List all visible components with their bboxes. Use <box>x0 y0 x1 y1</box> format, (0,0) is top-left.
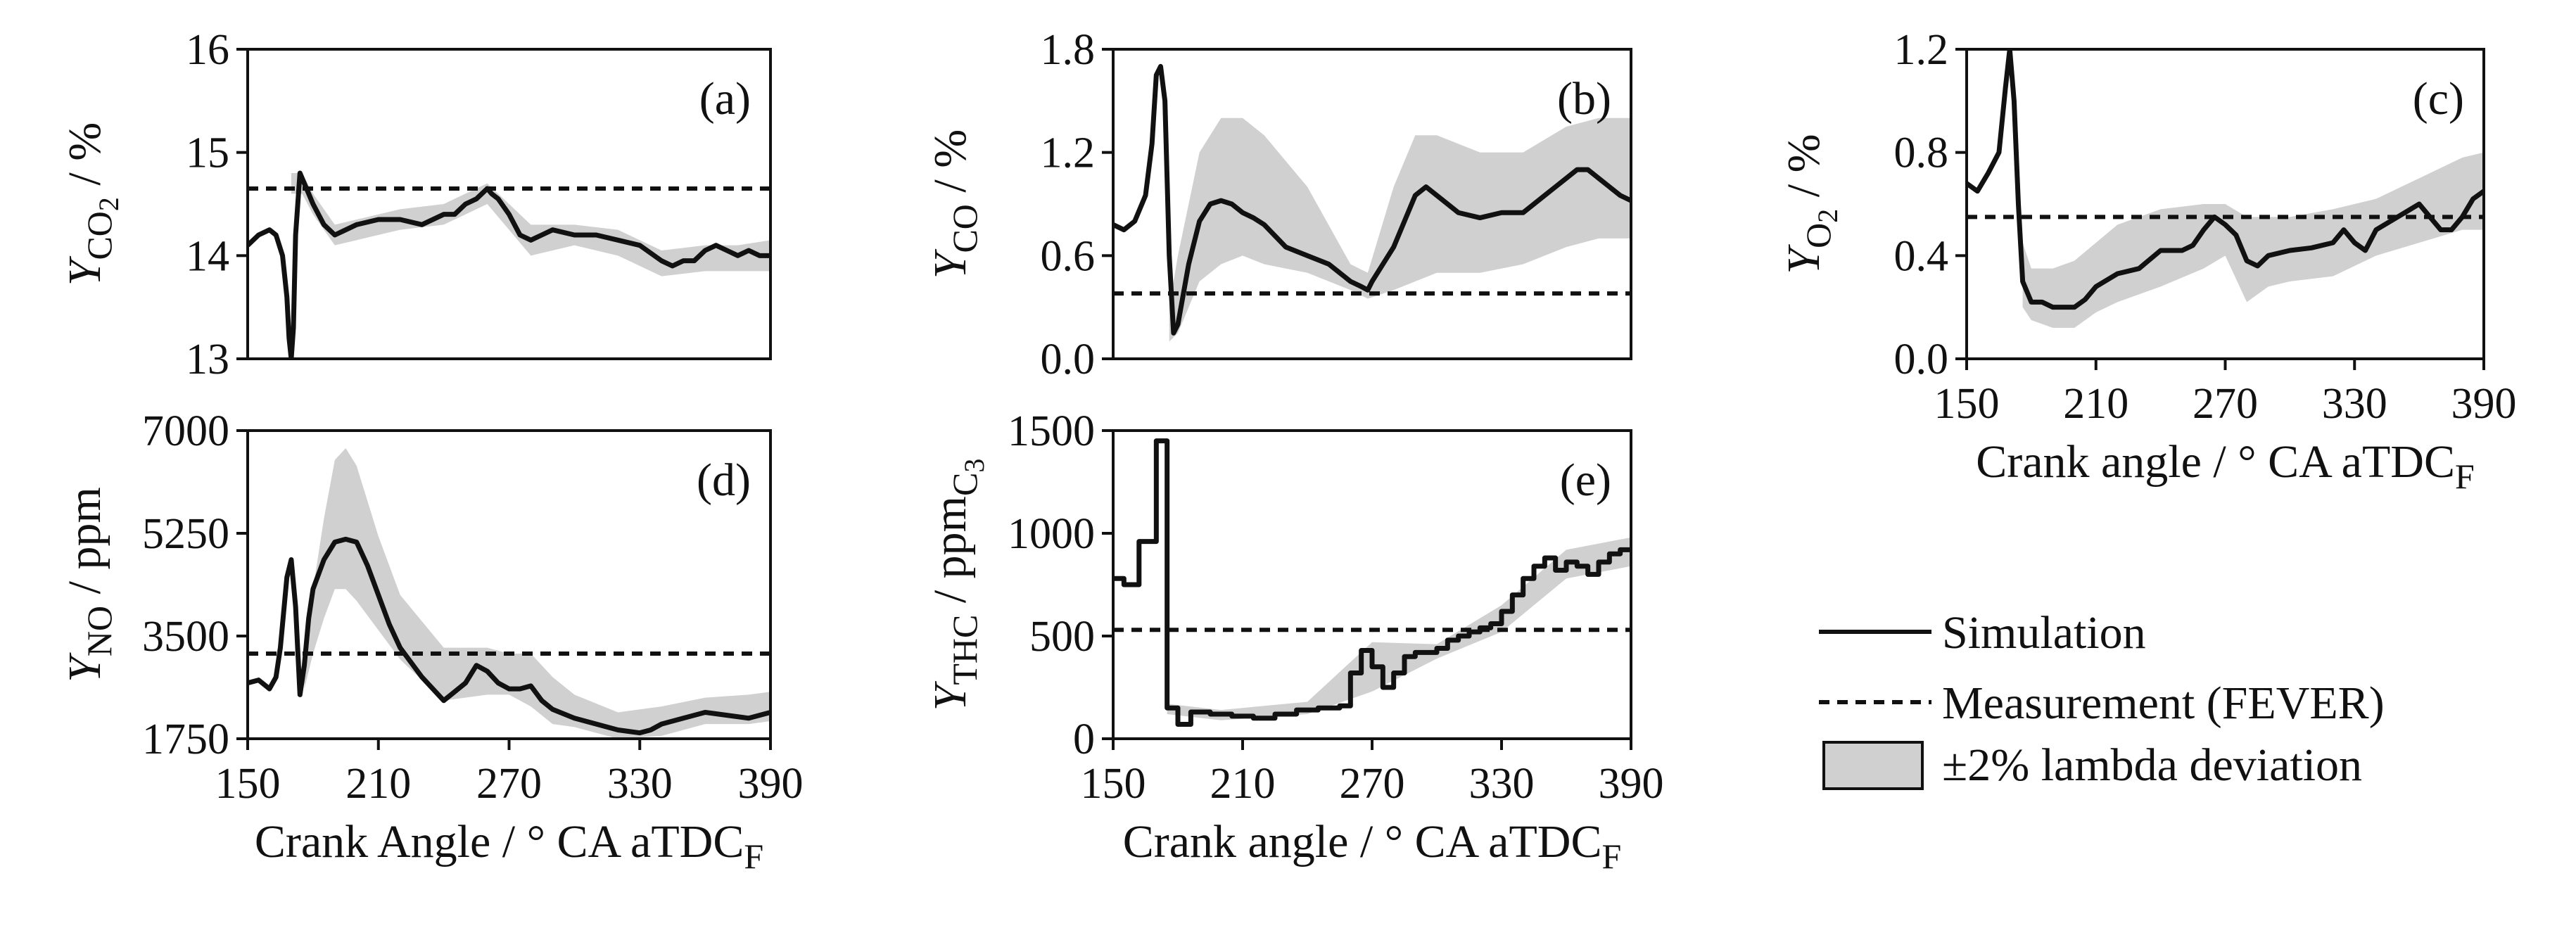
legend-measurement-label: Measurement (FEVER) <box>1942 678 2385 729</box>
y-tick-label: 1.8 <box>1041 26 1096 74</box>
y-tick-label: 0.0 <box>1041 336 1096 383</box>
panel-title: (e) <box>1560 455 1611 506</box>
lambda-band <box>2022 152 2484 328</box>
panel-e: 0 500 1000 1500 150 210 270 330 390 (e) YTHC / ppm… <box>925 407 1664 876</box>
lambda-band <box>304 448 770 739</box>
y-tick-label: 15 <box>186 129 229 177</box>
x-tick-label: 270 <box>1340 760 1405 808</box>
x-tick-label: 390 <box>738 760 804 808</box>
x-tick-label: 270 <box>476 760 542 808</box>
y-tick-label: 0.8 <box>1894 129 1949 177</box>
x-axis-label: Crank angle / ° CA aTDCF <box>1123 816 1622 876</box>
x-axis-label: Crank Angle / ° CA aTDCF <box>255 816 763 876</box>
x-tick-label: 330 <box>607 760 673 808</box>
y-tick-label: 13 <box>186 336 229 383</box>
x-tick-label: 330 <box>2322 380 2387 428</box>
y-tick-label: 14 <box>186 232 229 280</box>
y-tick-label: 3500 <box>142 613 229 661</box>
y-tick-label: 16 <box>186 26 229 74</box>
y-tick-label: 1500 <box>1008 407 1095 455</box>
x-tick-label: 150 <box>1934 380 2000 428</box>
panel-title: (a) <box>699 73 751 125</box>
legend-band-label: ±2% lambda deviation <box>1942 739 2362 791</box>
y-tick-label: 1750 <box>142 716 229 763</box>
x-tick-label: 330 <box>1469 760 1535 808</box>
y-tick-label: 7000 <box>142 407 229 455</box>
y-tick-label: 0.6 <box>1041 232 1096 280</box>
y-tick-label: 0 <box>1073 716 1095 763</box>
legend-simulation-label: Simulation <box>1942 607 2146 659</box>
y-tick-label: 1.2 <box>1041 129 1096 177</box>
panel-a: 13 14 15 16 (a) YCO2 / % <box>59 26 772 383</box>
x-tick-label: 210 <box>2063 380 2128 428</box>
x-axis-label: Crank angle / ° CA aTDCF <box>1976 436 2475 496</box>
x-tick-label: 210 <box>345 760 411 808</box>
y-tick-label: 0.4 <box>1894 232 1949 280</box>
x-tick-label: 390 <box>2451 380 2517 428</box>
x-tick-label: 150 <box>1081 760 1146 808</box>
x-tick-label: 390 <box>1599 760 1664 808</box>
y-axis-label: YO2 / % <box>1778 134 1844 274</box>
y-tick-label: 500 <box>1029 613 1095 661</box>
simulation-line <box>1113 63 1631 336</box>
y-tick-label: 1000 <box>1008 510 1095 558</box>
y-tick-label: 1.2 <box>1894 26 1949 74</box>
panel-title: (d) <box>697 455 751 506</box>
y-axis-label: YCO / % <box>925 129 984 279</box>
lambda-band <box>1167 537 1631 720</box>
panel-b: 0.0 0.6 1.2 1.8 (b) YCO / % <box>925 26 1632 383</box>
simulation-line <box>248 170 770 359</box>
panel-title: (b) <box>1557 73 1611 125</box>
axes-frame <box>246 48 772 360</box>
simulation-line <box>1967 49 2484 310</box>
x-tick-label: 210 <box>1210 760 1276 808</box>
simulation-line <box>248 536 770 736</box>
simulation-line <box>1113 438 1631 727</box>
axes-frame <box>1112 48 1632 360</box>
y-axis-label: YCO2 / % <box>59 122 125 286</box>
panel-d: 1750 3500 5250 7000 150 210 270 330 390 (d) YNO / … <box>59 407 804 876</box>
y-axis-label: YTHC / ppmC3 <box>925 459 990 711</box>
panel-c: 0.0 0.4 0.8 1.2 150 210 270 330 390 (c) YO2 / % Cra… <box>1778 26 2517 496</box>
x-tick-label: 150 <box>215 760 281 808</box>
panel-title: (c) <box>2413 73 2464 125</box>
y-axis-label: YNO / ppm <box>59 487 119 682</box>
y-tick-label: 5250 <box>142 510 229 558</box>
legend: Simulation Measurement (FEVER) ±2% lambd… <box>1819 607 2385 791</box>
y-tick-label: 0.0 <box>1894 336 1949 383</box>
legend-band-swatch <box>1822 741 1924 790</box>
x-tick-label: 270 <box>2193 380 2258 428</box>
